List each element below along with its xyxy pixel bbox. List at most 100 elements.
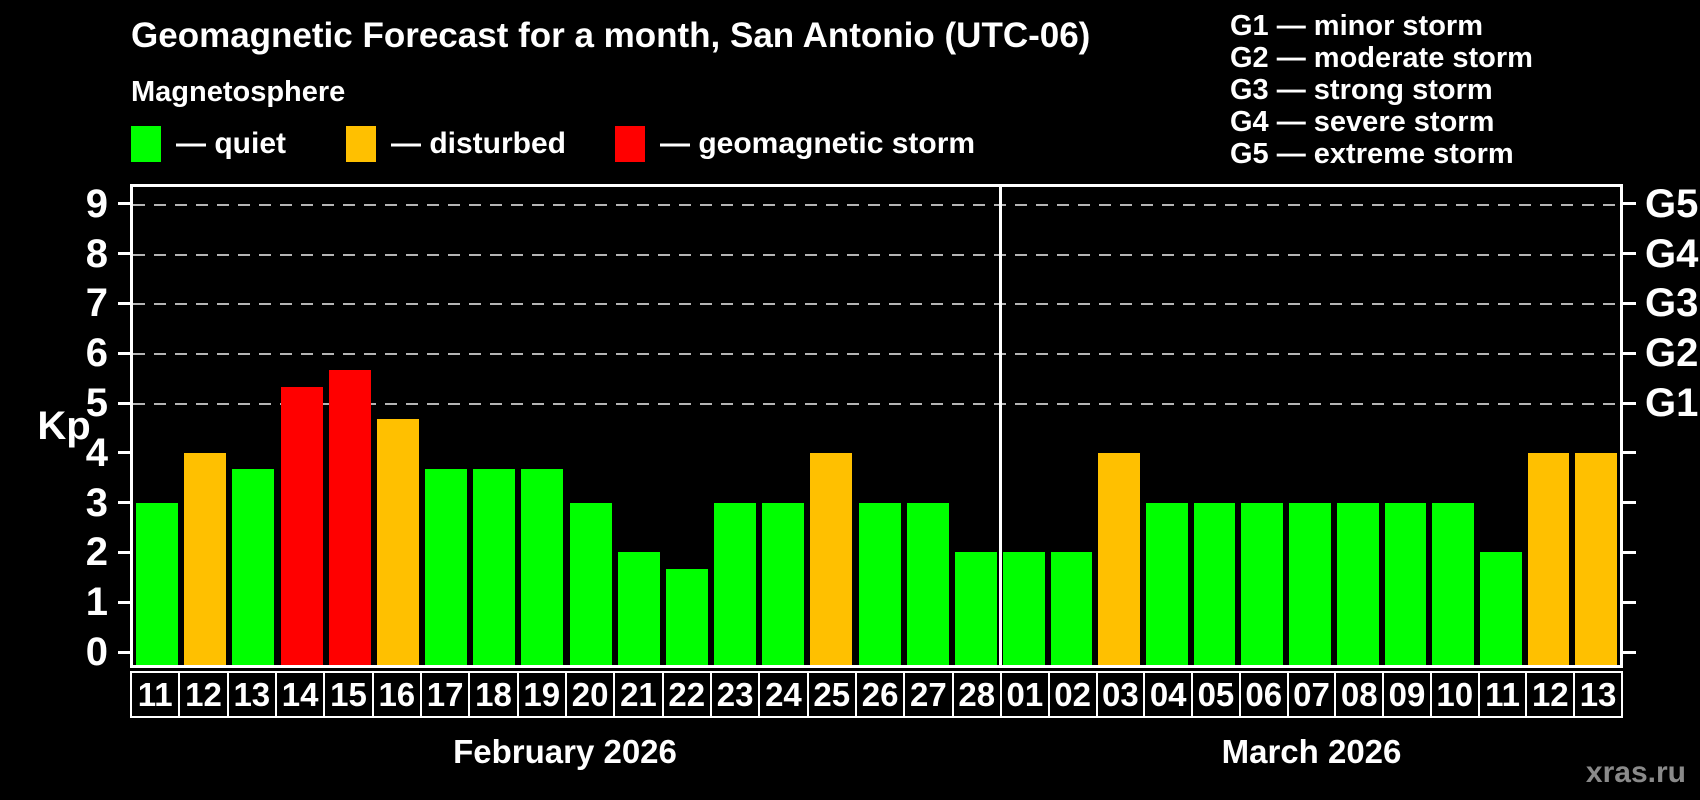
kp-bar — [617, 552, 660, 665]
y-axis-tick — [118, 600, 130, 604]
day-cell: 18 — [468, 673, 516, 716]
plot-area — [130, 184, 1623, 668]
g-level-label: G3 — [1645, 281, 1699, 326]
day-cell: 22 — [661, 673, 710, 716]
g-level-label: G5 — [1645, 181, 1699, 226]
g-scale-legend-line: G1 — minor storm — [1230, 10, 1483, 42]
kp-bar — [1050, 552, 1093, 665]
day-cell: 15 — [323, 673, 371, 716]
plot-gridline — [133, 203, 1620, 206]
right-axis-tick — [1623, 451, 1636, 455]
kp-bar — [425, 469, 468, 665]
day-cell: 24 — [758, 673, 806, 716]
chart-title: Geomagnetic Forecast for a month, San An… — [131, 16, 1091, 55]
legend-item-label: — quiet — [176, 127, 286, 160]
legend-item-label: — disturbed — [391, 127, 567, 160]
day-cell: 23 — [709, 673, 758, 716]
y-axis-tick — [118, 501, 130, 505]
right-axis-tick — [1623, 401, 1636, 405]
kp-bar — [858, 502, 901, 665]
watermark-xras: xras.ru — [1585, 756, 1686, 789]
y-axis-tick-label: 7 — [85, 281, 108, 326]
g-scale-legend-line: G5 — extreme storm — [1230, 138, 1514, 170]
kp-bar — [762, 502, 805, 665]
kp-bar — [1003, 552, 1045, 665]
day-cell: 20 — [564, 673, 613, 716]
right-axis-tick — [1623, 650, 1636, 654]
kp-bar — [184, 452, 227, 665]
kp-bar — [906, 502, 949, 665]
month-label-march: March 2026 — [1221, 733, 1402, 770]
day-cell: 06 — [1238, 673, 1287, 716]
kp-bar — [521, 469, 564, 665]
day-cell: 26 — [854, 673, 903, 716]
quiet-color-swatch — [131, 126, 161, 162]
right-axis-tick — [1623, 600, 1636, 604]
kp-bar — [569, 502, 612, 665]
y-axis-tick — [118, 301, 130, 305]
day-cell: 12 — [1525, 673, 1573, 716]
day-cell: 01 — [1000, 673, 1048, 716]
plot-gridline — [133, 253, 1620, 256]
y-axis-tick-label: 8 — [85, 231, 108, 276]
g-scale-legend-line: G3 — strong storm — [1230, 74, 1493, 106]
g-scale-legend-line: G4 — severe storm — [1230, 106, 1495, 138]
y-axis-tick — [118, 550, 130, 554]
kp-bar — [136, 502, 179, 665]
y-axis-tick-label: 6 — [85, 331, 108, 376]
kp-bar — [665, 568, 708, 665]
kp-bar — [1336, 502, 1379, 665]
month-separator-line — [998, 187, 1002, 665]
right-axis-tick — [1623, 351, 1636, 355]
kp-bar — [473, 469, 516, 665]
y-axis-tick — [118, 351, 130, 355]
y-axis-tick — [118, 252, 130, 256]
kp-bar — [1527, 452, 1570, 665]
right-axis-tick — [1623, 252, 1636, 256]
day-cell: 08 — [1334, 673, 1382, 716]
g-scale-legend: G1 — minor storm G2 — moderate storm G3 … — [1230, 10, 1533, 170]
y-axis-tick-label: 1 — [85, 580, 108, 625]
right-axis-tick — [1623, 301, 1636, 305]
day-cell: 07 — [1286, 673, 1335, 716]
kp-bar — [1193, 502, 1236, 665]
y-axis-tick — [118, 451, 130, 455]
plot-gridline — [133, 353, 1620, 356]
y-axis-tick — [118, 202, 130, 206]
g-scale-legend-line: G2 — moderate storm — [1230, 42, 1533, 74]
day-cell: 13 — [1573, 673, 1621, 716]
kp-bar — [1289, 502, 1331, 665]
kp-bar — [328, 369, 371, 665]
month-group-march — [1000, 187, 1620, 665]
kp-bar — [954, 552, 997, 665]
kp-bar — [1384, 502, 1427, 665]
legend-item-disturbed: — disturbed — [346, 124, 566, 164]
y-axis-title: Kp — [37, 404, 91, 448]
y-axis-tick — [118, 650, 130, 654]
day-cell: 02 — [1047, 673, 1096, 716]
day-cell: 11 — [1477, 673, 1526, 716]
kp-bar — [714, 502, 757, 665]
day-cell: 17 — [419, 673, 468, 716]
g-level-label: G4 — [1645, 231, 1699, 276]
day-cell: 09 — [1382, 673, 1430, 716]
day-cell: 25 — [806, 673, 855, 716]
plot-gridline — [133, 303, 1620, 306]
day-cell-group-february: 11 12 13 14 15 16 17 18 19 20 21 22 23 24 25 26 27 28 — [132, 673, 1000, 716]
kp-bar — [1098, 452, 1141, 665]
y-axis-tick-label: 4 — [85, 430, 108, 475]
day-cell: 14 — [274, 673, 323, 716]
kp-bar — [1479, 552, 1522, 665]
y-axis-tick-label: 3 — [85, 480, 108, 525]
day-cell: 10 — [1429, 673, 1478, 716]
kp-bar — [1241, 502, 1284, 665]
day-cell: 28 — [951, 673, 1000, 716]
kp-bar — [376, 419, 419, 665]
day-cell: 04 — [1143, 673, 1191, 716]
kp-bar — [810, 452, 853, 665]
status-legend: — quiet — disturbed — geomagnetic storm — [0, 124, 1700, 164]
day-cell: 16 — [371, 673, 420, 716]
month-label-february: February 2026 — [453, 733, 677, 770]
y-axis-tick-label: 2 — [85, 530, 108, 575]
